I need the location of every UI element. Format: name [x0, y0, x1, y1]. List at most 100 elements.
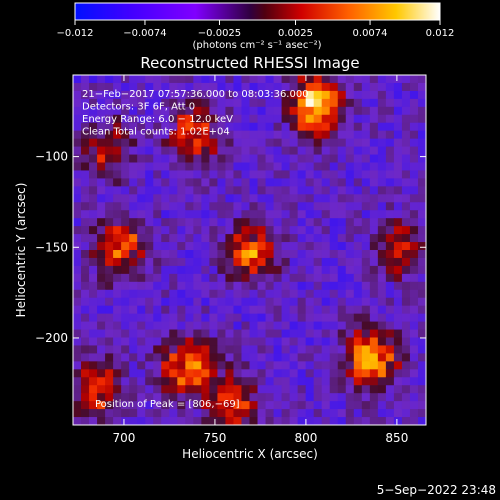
- heatmap-cell: [153, 265, 162, 275]
- heatmap-cell: [89, 417, 98, 425]
- heatmap-cell: [305, 265, 315, 275]
- heatmap-cell: [145, 409, 154, 418]
- heatmap-cell: [97, 186, 106, 195]
- heatmap-cell: [177, 154, 186, 164]
- heatmap-cell: [281, 417, 291, 425]
- heatmap-cell: [105, 417, 114, 425]
- heatmap-cell: [377, 186, 387, 195]
- heatmap-cell: [377, 265, 387, 275]
- heatmap-cell: [105, 369, 114, 378]
- heatmap-cell: [401, 98, 411, 108]
- heatmap-cell: [185, 130, 194, 140]
- heatmap-cell: [217, 321, 227, 331]
- heatmap-cell: [281, 186, 291, 195]
- heatmap-cell: [321, 409, 331, 418]
- heatmap-cell: [233, 242, 243, 251]
- heatmap-cell: [105, 409, 114, 418]
- heatmap-cell: [161, 146, 170, 156]
- heatmap-cell: [417, 210, 426, 219]
- heatmap-cell: [329, 162, 339, 172]
- heatmap-cell: [313, 329, 323, 339]
- heatmap-cell: [97, 242, 106, 251]
- heatmap-cell: [369, 162, 379, 172]
- heatmap-cell: [201, 377, 210, 386]
- heatmap-cell: [121, 305, 130, 315]
- heatmap-cell: [145, 106, 154, 116]
- heatmap-cell: [281, 178, 291, 187]
- heatmap-cell: [81, 90, 90, 100]
- heatmap-cell: [105, 321, 114, 331]
- heatmap-cell: [305, 98, 315, 108]
- heatmap-cell: [217, 369, 227, 378]
- heatmap-cell: [113, 202, 122, 211]
- heatmap-cell: [177, 281, 186, 291]
- heatmap-cell: [249, 345, 259, 354]
- heatmap-cell: [265, 361, 275, 370]
- heatmap-cell: [273, 417, 283, 425]
- heatmap-cell: [169, 297, 178, 307]
- heatmap-cell: [73, 75, 82, 84]
- heatmap-cell: [193, 305, 202, 315]
- heatmap-cell: [153, 401, 162, 410]
- heatmap-cell: [385, 90, 395, 100]
- heatmap-cell: [377, 417, 387, 425]
- heatmap-cell: [257, 409, 267, 418]
- heatmap-cell: [417, 361, 426, 370]
- heatmap-cell: [249, 361, 259, 370]
- colorbar-tick-label: −0.012: [56, 28, 93, 39]
- heatmap-cell: [241, 186, 251, 195]
- heatmap-cell: [185, 305, 194, 315]
- heatmap-cell: [265, 273, 275, 283]
- colorbar-tick-label: 0.012: [426, 28, 455, 39]
- heatmap-cell: [377, 297, 387, 307]
- heatmap-cell: [105, 75, 114, 84]
- heatmap-cell: [313, 345, 323, 354]
- heatmap-cell: [297, 82, 307, 92]
- heatmap-cell: [401, 369, 411, 378]
- heatmap-cell: [361, 226, 371, 235]
- heatmap-cell: [233, 369, 243, 378]
- heatmap-cell: [73, 154, 82, 164]
- heatmap-cell: [201, 178, 210, 187]
- heatmap-cell: [337, 162, 347, 172]
- heatmap-cell: [337, 369, 347, 378]
- heatmap-cell: [265, 218, 275, 227]
- heatmap-cell: [185, 257, 194, 267]
- heatmap-cell: [97, 250, 106, 259]
- heatmap-cell: [313, 361, 323, 370]
- heatmap-cell: [249, 329, 259, 339]
- heatmap-cell: [345, 329, 355, 339]
- heatmap-cell: [225, 250, 235, 259]
- heatmap-cell: [361, 289, 371, 299]
- heatmap-cell: [385, 98, 395, 108]
- heatmap-cell: [273, 369, 283, 378]
- heatmap-cell: [361, 329, 371, 339]
- heatmap-cell: [353, 138, 363, 148]
- heatmap-cell: [369, 75, 379, 84]
- heatmap-cell: [169, 210, 178, 219]
- heatmap-cell: [305, 321, 315, 331]
- heatmap-cell: [201, 130, 210, 140]
- heatmap-cell: [257, 130, 267, 140]
- heatmap-cell: [129, 297, 138, 307]
- heatmap-cell: [321, 146, 331, 156]
- heatmap-cell: [369, 138, 379, 148]
- heatmap-cell: [153, 305, 162, 315]
- heatmap-cell: [209, 242, 219, 251]
- heatmap-cell: [385, 170, 395, 179]
- heatmap-cell: [289, 75, 299, 84]
- heatmap-cell: [105, 297, 114, 307]
- heatmap-cell: [225, 98, 235, 108]
- heatmap-cell: [385, 305, 395, 315]
- heatmap-cell: [105, 313, 114, 323]
- heatmap-cell: [401, 329, 411, 339]
- heatmap-cell: [193, 369, 202, 378]
- heatmap-cell: [321, 401, 331, 410]
- heatmap-cell: [129, 178, 138, 187]
- heatmap-cell: [369, 218, 379, 227]
- heatmap-cell: [265, 313, 275, 323]
- heatmap-cell: [169, 178, 178, 187]
- heatmap-cell: [121, 114, 130, 124]
- heatmap-cell: [273, 122, 283, 132]
- heatmap-cell: [273, 329, 283, 339]
